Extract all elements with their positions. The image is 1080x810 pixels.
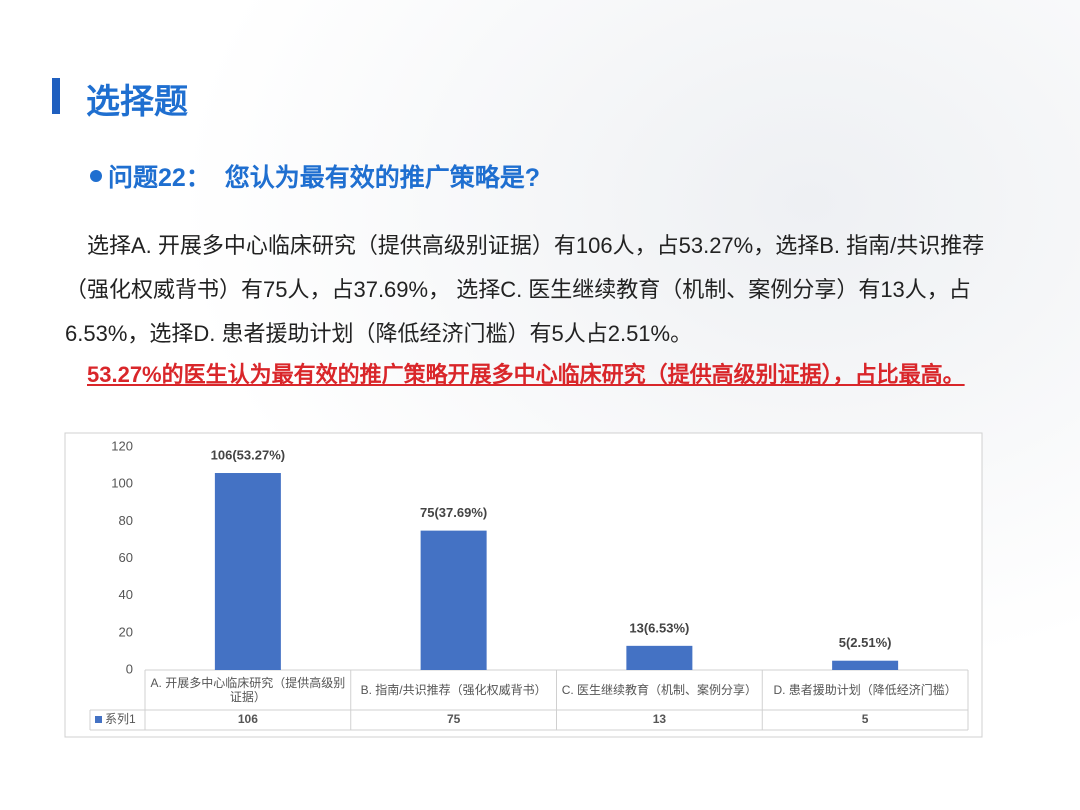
paragraph: 选择A. 开展多中心临床研究（提供高级别证据）有106人，占53.27%，选择B… (65, 233, 985, 346)
x-tick-label: C. 医生继续教育（机制、案例分享） (561, 683, 758, 697)
bar (626, 645, 693, 670)
y-tick-label: 120 (111, 438, 133, 453)
x-tick-label: D. 患者援助计划（降低经济门槛） (773, 683, 957, 697)
x-tick-label: B. 指南/共识推荐（强化权威背书） (360, 683, 547, 697)
data-label: 106(53.27%) (211, 447, 285, 462)
x-tick-label: A. 开展多中心临床研究（提供高级别证据） (150, 676, 346, 704)
y-tick-label: 80 (119, 513, 133, 528)
table-value: 75 (447, 712, 461, 726)
question: 问题22： 您认为最有效的推广策略是? (108, 164, 540, 192)
data-label: 75(37.69%) (420, 505, 487, 520)
x-tick-label-box: D. 患者援助计划（降低经济门槛） (773, 683, 957, 697)
legend-label: 系列1 (105, 712, 136, 726)
table-value: 13 (653, 712, 667, 726)
slide-title: 选择题 (86, 83, 188, 121)
table-value: 5 (862, 712, 869, 726)
y-tick-label: 60 (119, 550, 133, 565)
bar (832, 660, 899, 670)
bullet (90, 170, 102, 182)
conclusion: 53.27%的医生认为最有效的推广策略开展多中心临床研究（提供高级别证据），占比… (87, 362, 965, 387)
legend-key (95, 716, 102, 723)
bar (420, 530, 487, 670)
x-tick-label-box: B. 指南/共识推荐（强化权威背书） (360, 683, 547, 697)
data-label: 5(2.51%) (839, 635, 892, 650)
y-tick-label: 40 (119, 587, 133, 602)
table-value: 106 (238, 712, 258, 726)
bar (214, 473, 281, 670)
title-accent (52, 78, 60, 114)
x-tick-label-box: A. 开展多中心临床研究（提供高级别证据） (150, 676, 346, 704)
data-label: 13(6.53%) (629, 620, 689, 635)
x-tick-label-box: C. 医生继续教育（机制、案例分享） (561, 683, 758, 697)
y-tick-label: 20 (119, 624, 133, 639)
y-tick-label: 100 (111, 476, 133, 491)
y-tick-label: 0 (126, 661, 133, 676)
